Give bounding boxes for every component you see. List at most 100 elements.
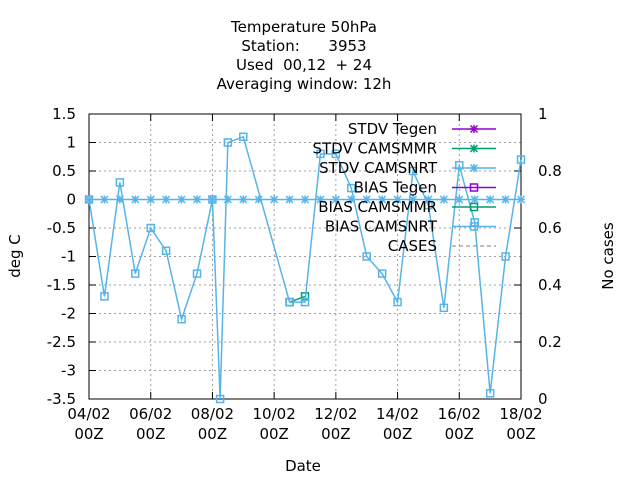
y-tick-label: -2.5: [47, 333, 76, 351]
data-point: [192, 269, 202, 278]
x-axis-label: Date: [285, 457, 321, 475]
data-point: [485, 194, 495, 205]
legend-item: BIAS CAMSMMR: [318, 198, 496, 216]
legend-item: BIAS Tegen: [354, 179, 496, 197]
y-tick-label: -1: [61, 248, 76, 266]
legend-label: BIAS CAMSNRT: [325, 218, 438, 236]
series-line: [289, 295, 306, 303]
plot-frame: [88, 113, 522, 400]
title-line: Temperature 50hPa: [230, 18, 377, 36]
legend-label: STDV Tegen: [348, 120, 437, 138]
data-point: [439, 194, 449, 205]
y-tick-label: -3.5: [47, 390, 76, 408]
data-point: [485, 389, 495, 398]
data-point: [177, 314, 186, 324]
y2-axis-label: No cases: [599, 222, 617, 290]
y-tick-label: 0: [66, 191, 76, 209]
data-point: [161, 246, 171, 256]
data-point: [347, 183, 356, 193]
y2-tick-label: 0.4: [538, 276, 562, 294]
data-point: [269, 194, 279, 205]
data-point: [393, 297, 402, 307]
x-tick-label: 00Z: [383, 425, 412, 443]
x-tick-label: 00Z: [321, 425, 350, 443]
y2-tick-label: 1: [538, 105, 548, 123]
y-tick-label: -2: [61, 305, 76, 323]
y-tick-label: -0.5: [47, 219, 76, 237]
y-tick-label: 0.5: [52, 162, 76, 180]
data-point: [284, 194, 295, 205]
data-point: [501, 252, 510, 261]
x-tick-label: 16/02: [438, 405, 481, 423]
data-point: [238, 194, 249, 205]
data-point: [239, 132, 248, 142]
data-point: [145, 194, 156, 205]
data-point: [469, 202, 479, 212]
data-point: [192, 194, 202, 205]
x-tick-label: 00Z: [445, 425, 474, 443]
legend-item: STDV CAMSNRT: [319, 159, 496, 177]
legend-item: STDV Tegen: [348, 120, 496, 138]
x-tick-label: 18/02: [499, 405, 542, 423]
series-stdv-camsnrt: [84, 194, 526, 205]
y-tick-label: 1: [66, 134, 76, 152]
data-point: [208, 195, 217, 204]
y2-tick-label: 0.6: [538, 219, 562, 237]
x-tick-label: 10/02: [253, 405, 296, 423]
y-tick-label: -1.5: [47, 276, 76, 294]
data-point: [100, 292, 109, 301]
data-point: [223, 138, 233, 147]
x-tick-label: 00Z: [136, 425, 165, 443]
chart-title: Temperature 50hPa Station: 3953 Used 00,…: [217, 18, 392, 93]
data-point: [424, 200, 433, 210]
data-point: [469, 143, 479, 154]
x-tick-label: 04/02: [67, 405, 110, 423]
ticks: 04/02 00Z 06/02 00Z 08/02 00Z 10/02 00Z 12/02 00Z…: [47, 105, 562, 443]
legend-item: STDV CAMSMMR: [312, 140, 496, 158]
data-point: [316, 149, 325, 159]
data-point: [146, 223, 155, 233]
data-point: [500, 194, 511, 205]
y-axis-label: deg C: [6, 234, 24, 278]
data-point: [223, 194, 233, 205]
series-bias-camsnrt: [84, 132, 526, 404]
x-tick-label: 06/02: [129, 405, 172, 423]
data-point: [377, 269, 387, 278]
title-line: Used 00,12 + 24: [236, 56, 372, 74]
data-point: [84, 195, 94, 204]
data-point: [439, 303, 449, 313]
data-point: [516, 194, 526, 205]
y2-tick-label: 0: [538, 390, 548, 408]
data-point: [469, 124, 479, 134]
data-point: [300, 194, 310, 205]
data-point: [285, 297, 294, 307]
legend-item: BIAS CAMSNRT: [325, 218, 496, 236]
legend-label: BIAS CAMSMMR: [318, 198, 437, 216]
data-point: [469, 183, 479, 192]
legend-label: BIAS Tegen: [354, 179, 437, 197]
data-point: [176, 194, 187, 205]
data-point: [115, 178, 125, 187]
data-point: [469, 163, 479, 173]
legend-item: CASES: [388, 237, 496, 255]
x-tick-label: 00Z: [506, 425, 535, 443]
legend-label: STDV CAMSNRT: [319, 159, 438, 177]
series-layer: [84, 132, 526, 404]
x-tick-label: 00Z: [74, 425, 103, 443]
x-tick-label: 00Z: [198, 425, 227, 443]
legend-label: STDV CAMSMMR: [312, 140, 437, 158]
data-point: [300, 297, 310, 307]
title-line: Station: 3953: [241, 37, 366, 55]
data-point: [516, 155, 526, 164]
data-point: [408, 166, 418, 176]
y-tick-label: -3: [61, 362, 76, 380]
x-tick-label: 12/02: [314, 405, 357, 423]
data-point: [331, 149, 341, 159]
data-point: [455, 161, 464, 170]
data-point: [469, 194, 480, 205]
y2-tick-label: 0.8: [538, 162, 562, 180]
title-line: Averaging window: 12h: [217, 75, 392, 93]
data-point: [215, 394, 225, 404]
